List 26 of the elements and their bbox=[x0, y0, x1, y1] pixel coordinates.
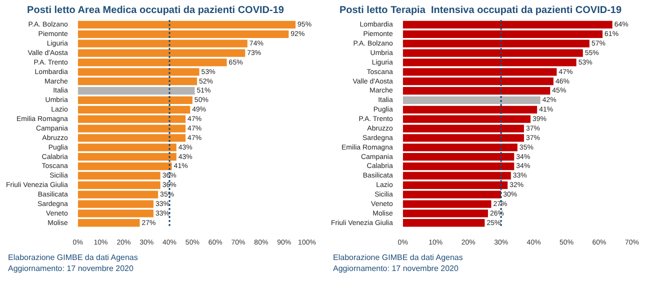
bar bbox=[78, 106, 190, 114]
bar bbox=[402, 172, 511, 180]
bar bbox=[402, 106, 538, 114]
bar bbox=[402, 162, 514, 170]
bar bbox=[78, 78, 198, 86]
chart-title: Posti letto Terapia Intensiva occupati da pazienti COVID-19 bbox=[339, 4, 622, 16]
text: Elaborazione GIMBE da dati Agenas bbox=[8, 252, 138, 263]
bar bbox=[78, 172, 160, 180]
bar bbox=[78, 20, 296, 29]
text: Aggiornamento: 17 novembre 2020 bbox=[8, 263, 134, 274]
chart-title: Posti letto Area Medica occupati da pazienti COVID-19 bbox=[27, 4, 284, 16]
bar bbox=[402, 30, 603, 38]
bar bbox=[402, 96, 540, 104]
bar bbox=[78, 30, 289, 38]
bar bbox=[78, 96, 192, 104]
bar bbox=[402, 153, 514, 161]
bar bbox=[78, 162, 172, 170]
bar bbox=[402, 20, 612, 29]
bar bbox=[402, 78, 554, 86]
text: Elaborazione GIMBE da dati Agenas bbox=[333, 252, 463, 263]
bar bbox=[78, 153, 176, 161]
bar bbox=[402, 181, 508, 189]
bar bbox=[78, 86, 195, 95]
text: Aggiornamento: 17 novembre 2020 bbox=[333, 263, 460, 274]
bar bbox=[402, 86, 550, 95]
bar bbox=[78, 181, 160, 189]
